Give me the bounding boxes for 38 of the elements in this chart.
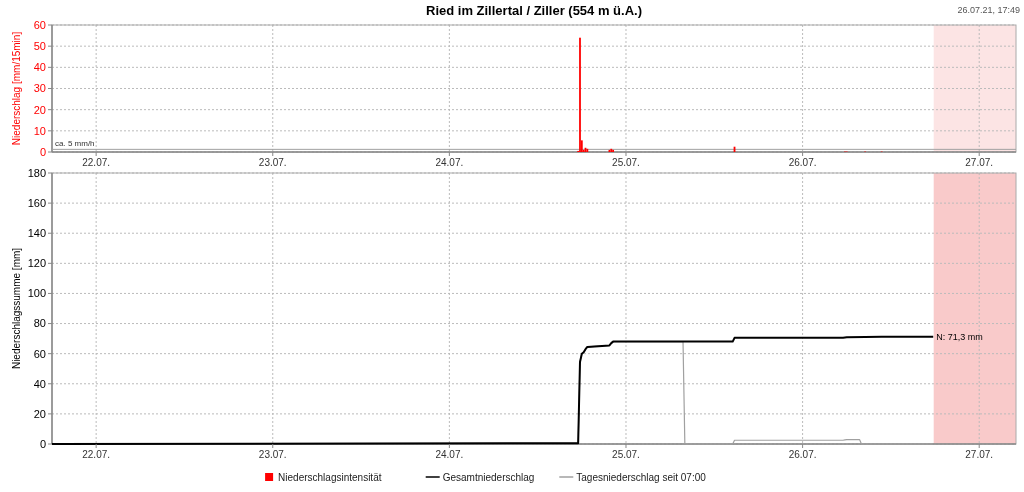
x-tick-label: 23.07. — [258, 449, 287, 460]
legend-label: Tagesniederschlag seit 07:00 — [576, 472, 707, 483]
y-tick-label: 60 — [33, 347, 46, 360]
y-tick-label: 140 — [27, 227, 46, 240]
y-tick-label: 0 — [39, 437, 46, 450]
y-axis-title: Niederschlag [mm/15min] — [11, 31, 22, 146]
y-tick-label: 50 — [33, 40, 46, 53]
x-tick-label: 24.07. — [435, 157, 464, 168]
y-tick-label: 160 — [27, 196, 46, 209]
y-tick-label: 20 — [33, 407, 46, 420]
y-tick-label: 60 — [33, 18, 46, 31]
x-tick-label: 25.07. — [612, 449, 640, 460]
ref-line-label: ca. 5 mm/h — [55, 139, 95, 149]
x-tick-label: 26.07. — [788, 157, 817, 168]
x-tick-label: 22.07. — [82, 157, 111, 168]
x-tick-label: 27.07. — [965, 449, 994, 460]
x-tick-label: 25.07. — [612, 157, 640, 168]
y-tick-label: 40 — [33, 61, 46, 74]
x-tick-label: 26.07. — [788, 449, 817, 460]
legend-label: Gesamtniederschlag — [442, 472, 535, 483]
x-tick-label: 24.07. — [435, 449, 464, 460]
y-tick-label: 0 — [39, 145, 46, 158]
y-tick-label: 180 — [27, 166, 46, 179]
chart-title: Ried im Zillertal / Ziller (554 m ü.A.) — [426, 3, 642, 18]
y-tick-label: 40 — [33, 377, 46, 390]
annotation: N: 71,3 mm — [936, 331, 983, 342]
y-tick-label: 120 — [27, 257, 46, 270]
x-tick-label: 27.07. — [965, 157, 994, 168]
y-axis-title: Niederschlagssumme [mm] — [11, 247, 22, 370]
x-tick-label: 23.07. — [258, 157, 287, 168]
x-tick-label: 22.07. — [82, 449, 111, 460]
y-tick-label: 100 — [27, 287, 46, 300]
legend-label: Niederschlagsintensität — [278, 472, 382, 483]
y-tick-label: 20 — [33, 103, 46, 116]
y-tick-label: 10 — [33, 124, 46, 137]
y-tick-label: 30 — [33, 82, 46, 95]
y-tick-label: 80 — [33, 317, 46, 330]
text: 26.07.21, 17:49 — [957, 5, 1020, 15]
